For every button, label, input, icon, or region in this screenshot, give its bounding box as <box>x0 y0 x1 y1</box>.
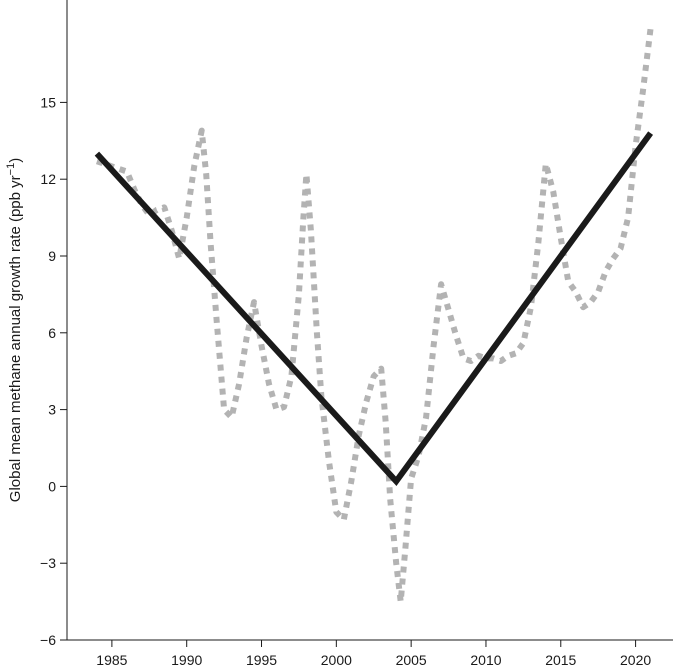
y-axis-title-close: ) <box>7 158 24 163</box>
x-tick-label: 2000 <box>321 652 352 668</box>
series-layer <box>94 27 654 605</box>
y-tick-label: 0 <box>48 478 56 494</box>
y-tick-label: −6 <box>40 632 56 648</box>
y-axis-title-main: Global mean methane annual growth rate (… <box>7 175 24 502</box>
y-tick-label: 15 <box>40 94 56 110</box>
y-tick-label: 12 <box>40 171 56 187</box>
y-axis-title-superscript: −1 <box>5 163 17 176</box>
y-tick-label: −3 <box>40 555 56 571</box>
trend-line-series <box>94 131 654 487</box>
y-tick-label: 3 <box>48 402 56 418</box>
x-tick-label: 2005 <box>396 652 427 668</box>
x-tick-label: 2020 <box>620 652 651 668</box>
x-tick-label: 2015 <box>545 652 576 668</box>
y-axis-title: Global mean methane annual growth rate (… <box>5 158 24 502</box>
y-ticks: −6 −3 0 3 6 9 12 15 <box>40 94 67 648</box>
x-tick-label: 1985 <box>96 652 127 668</box>
x-tick-label: 1990 <box>171 652 202 668</box>
x-tick-label: 2010 <box>470 652 501 668</box>
x-ticks: 1985 1990 1995 2000 2005 2010 2015 2020 <box>96 640 651 668</box>
y-tick-label: 9 <box>48 248 56 264</box>
axes <box>66 0 673 641</box>
dotted-growth-rate-series <box>95 27 654 605</box>
y-tick-label: 6 <box>48 325 56 341</box>
x-tick-label: 1995 <box>246 652 277 668</box>
